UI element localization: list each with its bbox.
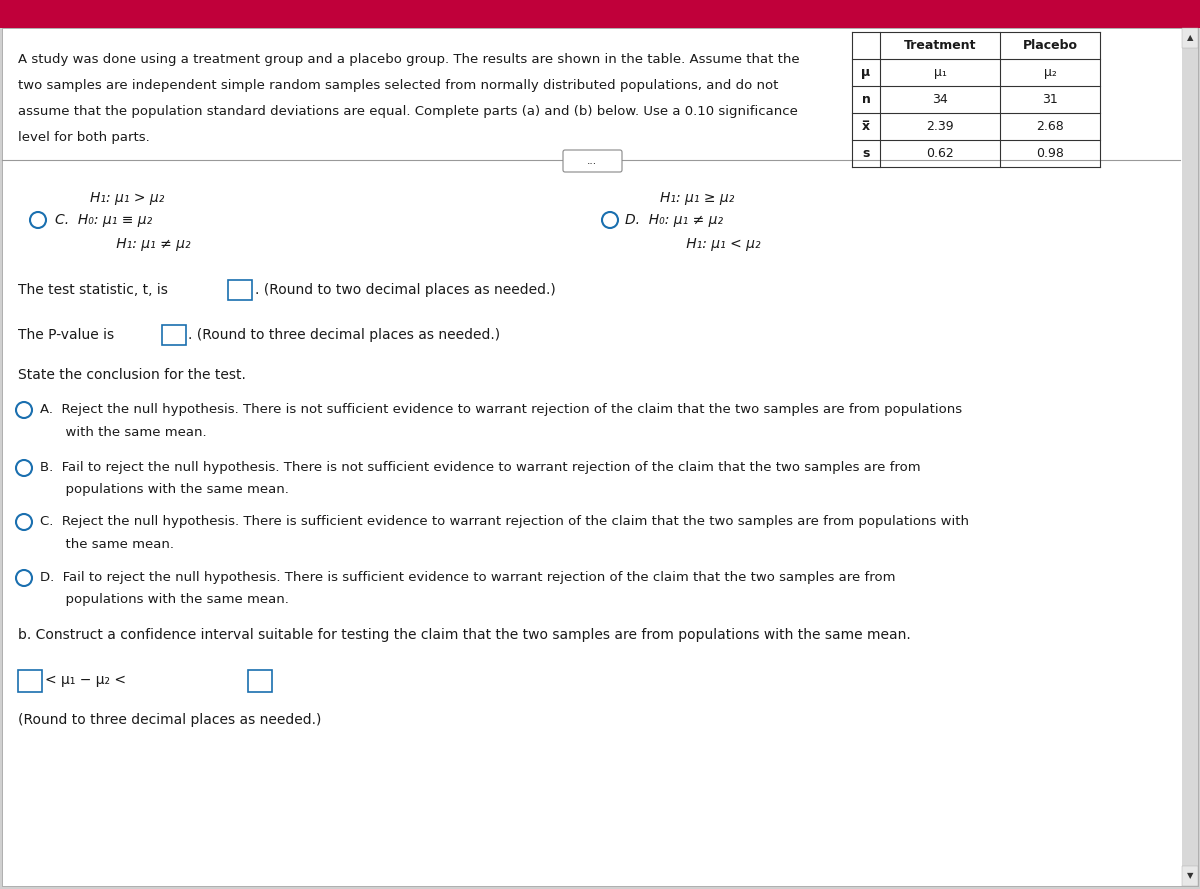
Text: H₁: μ₁ ≠ μ₂: H₁: μ₁ ≠ μ₂ (90, 237, 191, 251)
Text: 2.68: 2.68 (1036, 120, 1064, 133)
Text: D.  H₀: μ₁ ≠ μ₂: D. H₀: μ₁ ≠ μ₂ (625, 213, 724, 227)
Text: 2.39: 2.39 (926, 120, 954, 133)
Text: B.  Fail to reject the null hypothesis. There is not sufficient evidence to warr: B. Fail to reject the null hypothesis. T… (40, 461, 920, 475)
FancyBboxPatch shape (1182, 28, 1198, 48)
Text: (Round to three decimal places as needed.): (Round to three decimal places as needed… (18, 713, 322, 727)
Text: two samples are independent simple random samples selected from normally distrib: two samples are independent simple rando… (18, 79, 779, 92)
Text: C.  H₀: μ₁ ≡ μ₂: C. H₀: μ₁ ≡ μ₂ (55, 213, 152, 227)
Text: 0.62: 0.62 (926, 147, 954, 160)
Text: the same mean.: the same mean. (40, 538, 174, 550)
Text: x̅: x̅ (862, 120, 870, 133)
FancyBboxPatch shape (248, 670, 272, 692)
Text: with the same mean.: with the same mean. (40, 426, 206, 438)
Text: D.  Fail to reject the null hypothesis. There is sufficient evidence to warrant : D. Fail to reject the null hypothesis. T… (40, 572, 895, 584)
Text: 0.98: 0.98 (1036, 147, 1064, 160)
Text: . (Round to three decimal places as needed.): . (Round to three decimal places as need… (188, 328, 500, 342)
FancyBboxPatch shape (18, 670, 42, 692)
Text: level for both parts.: level for both parts. (18, 132, 150, 145)
Text: The P-value is: The P-value is (18, 328, 114, 342)
Text: Placebo: Placebo (1022, 39, 1078, 52)
Text: State the conclusion for the test.: State the conclusion for the test. (18, 368, 246, 382)
Text: H₁: μ₁ < μ₂: H₁: μ₁ < μ₂ (660, 237, 761, 251)
Text: ▲: ▲ (1187, 34, 1193, 43)
Text: . (Round to two decimal places as needed.): . (Round to two decimal places as needed… (256, 283, 556, 297)
Text: Treatment: Treatment (904, 39, 977, 52)
Text: 31: 31 (1042, 93, 1058, 106)
FancyBboxPatch shape (0, 0, 1200, 28)
Text: μ: μ (862, 66, 870, 79)
Text: < μ₁ − μ₂ <: < μ₁ − μ₂ < (46, 673, 126, 687)
Text: μ₂: μ₂ (1044, 66, 1056, 79)
Text: populations with the same mean.: populations with the same mean. (40, 484, 289, 496)
FancyBboxPatch shape (852, 32, 1100, 167)
Text: μ₁: μ₁ (934, 66, 947, 79)
Text: 34: 34 (932, 93, 948, 106)
Text: H₁: μ₁ > μ₂: H₁: μ₁ > μ₂ (90, 191, 164, 205)
Text: n: n (862, 93, 870, 106)
Text: ...: ... (587, 156, 598, 166)
FancyBboxPatch shape (228, 280, 252, 300)
FancyBboxPatch shape (2, 28, 1198, 886)
Text: populations with the same mean.: populations with the same mean. (40, 594, 289, 606)
FancyBboxPatch shape (563, 150, 622, 172)
Text: C.  Reject the null hypothesis. There is sufficient evidence to warrant rejectio: C. Reject the null hypothesis. There is … (40, 516, 970, 528)
Text: ▼: ▼ (1187, 871, 1193, 880)
FancyBboxPatch shape (1182, 866, 1198, 886)
FancyBboxPatch shape (1182, 28, 1198, 886)
Text: b. Construct a confidence interval suitable for testing the claim that the two s: b. Construct a confidence interval suita… (18, 628, 911, 642)
Text: The test statistic, t, is: The test statistic, t, is (18, 283, 168, 297)
FancyBboxPatch shape (162, 325, 186, 345)
Text: A study was done using a treatment group and a placebo group. The results are sh: A study was done using a treatment group… (18, 53, 799, 67)
Text: A.  Reject the null hypothesis. There is not sufficient evidence to warrant reje: A. Reject the null hypothesis. There is … (40, 404, 962, 417)
Text: assume that the population standard deviations are equal. Complete parts (a) and: assume that the population standard devi… (18, 106, 798, 118)
Text: H₁: μ₁ ≥ μ₂: H₁: μ₁ ≥ μ₂ (660, 191, 734, 205)
Text: s: s (863, 147, 870, 160)
